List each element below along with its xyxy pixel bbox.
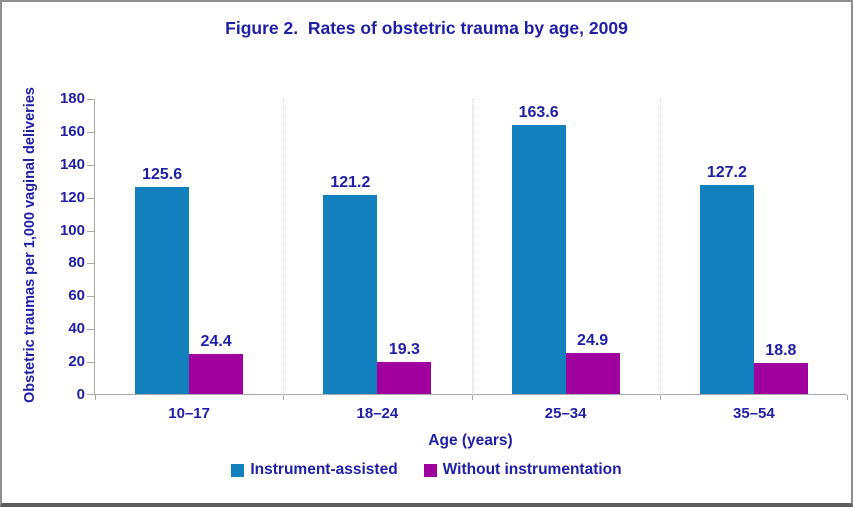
bar-value-label: 24.4: [200, 332, 232, 350]
y-tick-mark: [87, 329, 94, 331]
chart-title: Figure 2. Rates of obstetric trauma by a…: [225, 18, 628, 38]
x-tick-mark: [95, 395, 96, 400]
x-axis-title: Age (years): [428, 432, 513, 449]
bar-value-label: 19.3: [388, 341, 420, 359]
y-tick-mark: [87, 263, 94, 265]
legend-swatch-instrument-assisted-icon: [231, 463, 245, 477]
category-separator: [660, 99, 661, 395]
y-tick-label: 100: [59, 221, 85, 239]
category-label-10-17: 10–17: [168, 405, 210, 422]
y-tick-label: 20: [68, 353, 85, 371]
bar-value-label: 121.2: [330, 173, 371, 191]
bar-without-instrumentation: [753, 363, 808, 394]
x-tick-mark: [660, 395, 661, 400]
legend: Instrument-assisted Without instrumentat…: [2, 461, 851, 479]
y-tick-mark: [87, 99, 94, 100]
bar-instrument-assisted: [699, 184, 754, 394]
y-tick-label: 40: [68, 320, 85, 338]
y-tick-mark: [87, 230, 94, 232]
y-tick-label: 180: [59, 90, 85, 107]
x-tick-mark: [472, 395, 473, 400]
category-label-25-34: 25–34: [544, 405, 587, 422]
legend-label-instrument-assisted: Instrument-assisted: [250, 461, 398, 478]
x-tick-mark: [283, 395, 284, 400]
category-label-35-54: 35–54: [733, 405, 775, 422]
bar-instrument-assisted: [135, 187, 190, 394]
category-separator: [283, 99, 284, 395]
bar-value-label: 125.6: [142, 166, 183, 184]
y-tick-mark: [87, 197, 94, 199]
y-tick-mark: [87, 394, 94, 395]
category-separator: [472, 99, 473, 395]
plot-area: 0 20 40 60 80 100 120 140 160 180 10–17 125.6 24.4 18…: [60, 90, 848, 422]
bar-value-label: 127.2: [706, 163, 747, 181]
y-tick-label: 0: [76, 386, 85, 403]
y-tick-label: 140: [59, 155, 85, 173]
bar-value-label: 18.8: [765, 342, 797, 360]
y-tick-mark: [87, 164, 94, 166]
legend-item-instrument-assisted: Instrument-assisted: [231, 461, 398, 479]
x-tick-mark: [847, 395, 848, 400]
bar-value-label: 24.9: [577, 332, 609, 350]
y-tick-label: 80: [68, 254, 85, 272]
y-tick-mark: [87, 362, 94, 364]
y-tick-label: 60: [68, 287, 85, 305]
y-tick-mark: [87, 131, 94, 133]
bar-without-instrumentation: [565, 353, 620, 394]
legend-item-without-instrumentation: Without instrumentation: [423, 461, 622, 479]
legend-swatch-without-instrumentation-icon: [423, 463, 437, 477]
bar-instrument-assisted: [511, 124, 566, 394]
y-tick-label: 120: [59, 188, 85, 206]
y-tick-label: 160: [59, 122, 85, 140]
bar-without-instrumentation: [189, 353, 244, 394]
bar-without-instrumentation: [377, 362, 432, 394]
y-tick-mark: [87, 296, 94, 298]
category-label-18-24: 18–24: [356, 405, 399, 422]
legend-label-without-instrumentation: Without instrumentation: [442, 461, 622, 478]
bar-instrument-assisted: [323, 194, 378, 394]
bar-value-label: 163.6: [518, 103, 559, 121]
